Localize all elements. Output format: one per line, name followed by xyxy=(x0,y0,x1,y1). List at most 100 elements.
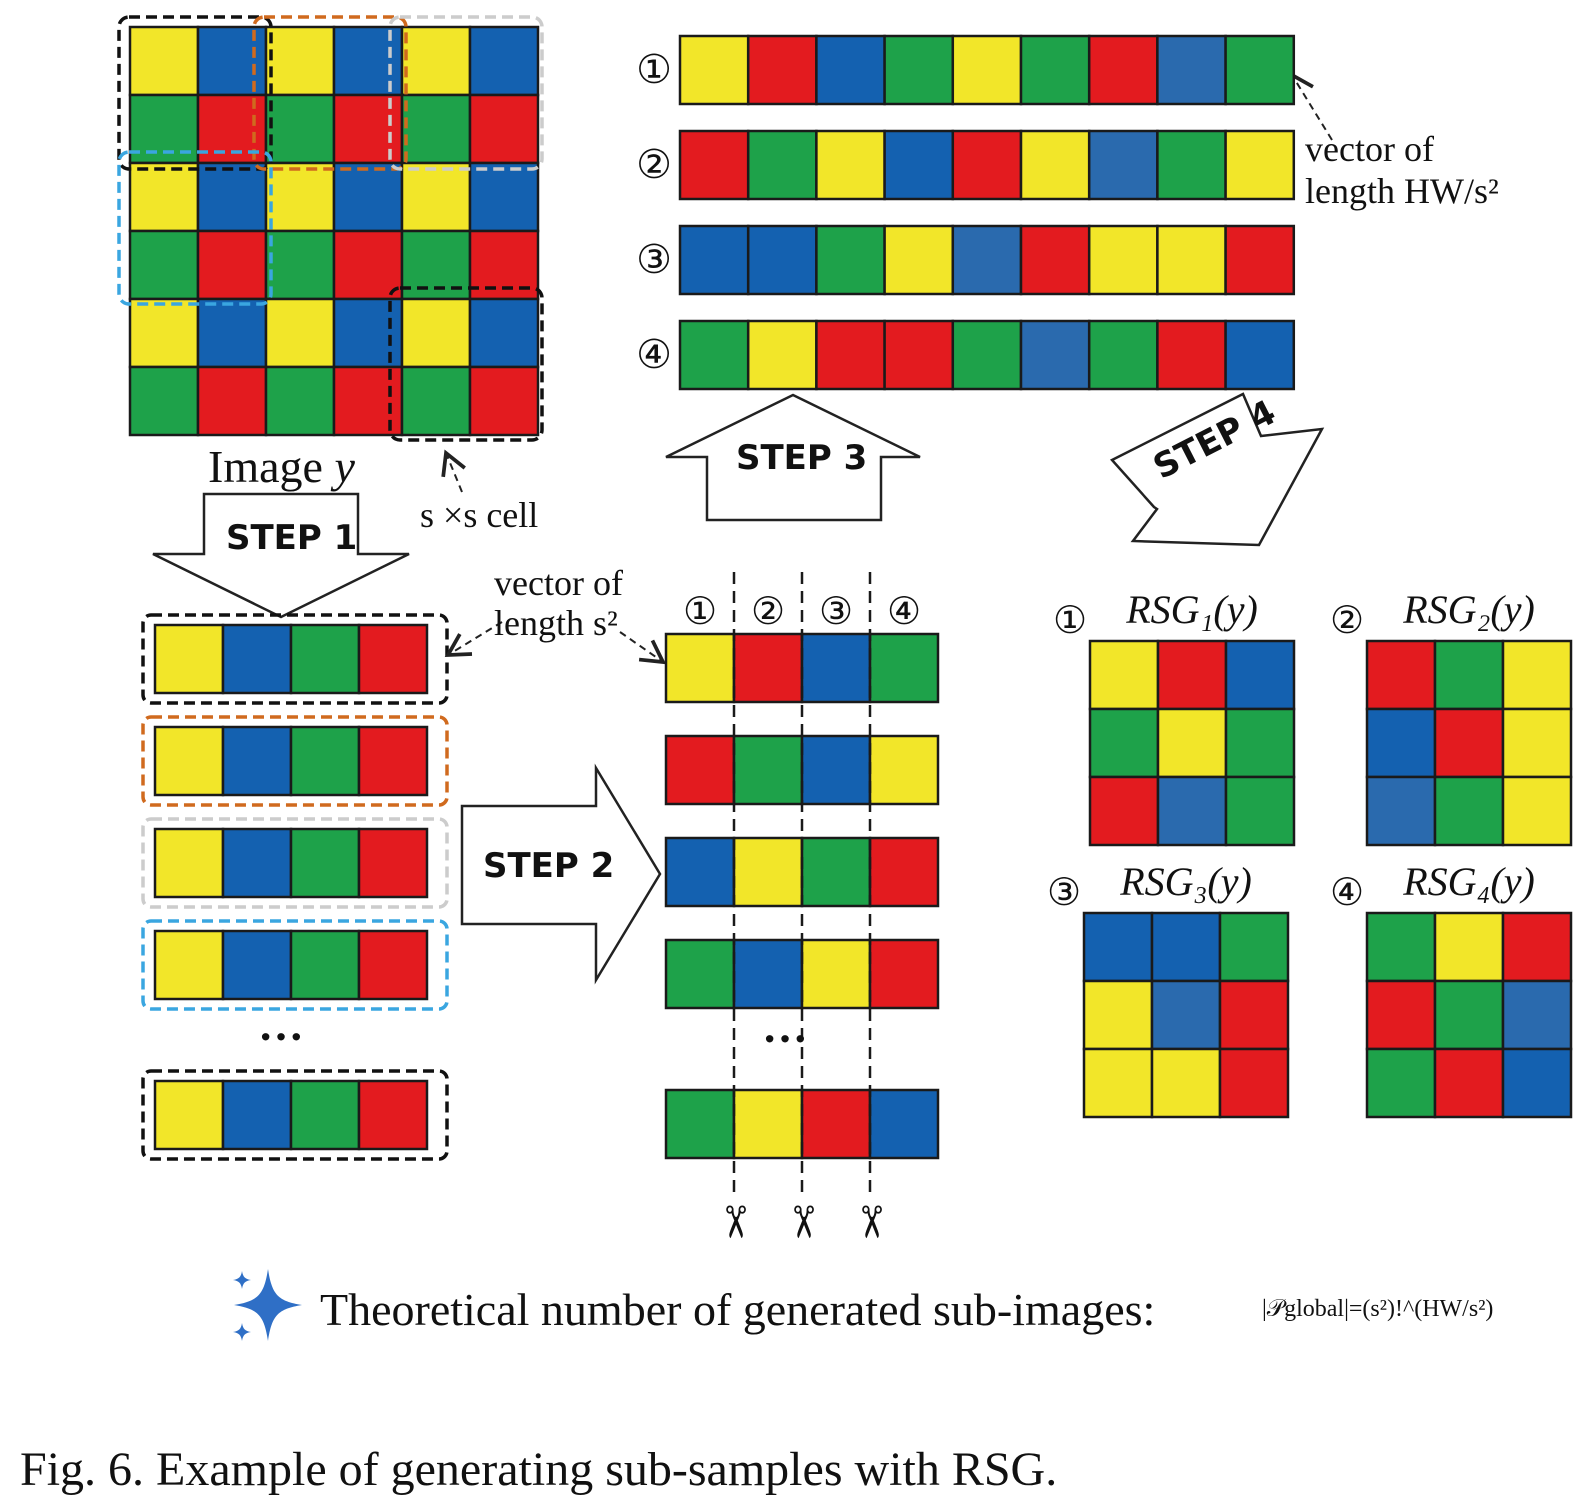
image-cell xyxy=(264,229,336,301)
step2-cell xyxy=(732,836,804,908)
rsg-cell xyxy=(1150,979,1222,1051)
rsg-cell xyxy=(1365,1047,1437,1119)
image-cell xyxy=(264,93,336,165)
rsg-cell xyxy=(1501,979,1573,1051)
step2-label: STEP 2 xyxy=(483,846,615,886)
rsg-cell xyxy=(1433,979,1505,1051)
step1-vector-cell xyxy=(289,929,361,1001)
image-cell xyxy=(332,25,404,97)
step2-cell xyxy=(868,836,940,908)
image-cell xyxy=(332,229,404,301)
step3-cell xyxy=(1087,129,1159,201)
rsg-cell xyxy=(1088,707,1160,779)
rsg-cell xyxy=(1156,639,1228,711)
highlight-cell-blue xyxy=(117,150,273,306)
image-cell xyxy=(332,297,404,369)
step3-row-label: ④ xyxy=(636,332,672,377)
image-cell xyxy=(196,25,268,97)
step2-cell xyxy=(732,1088,804,1160)
step2-cell xyxy=(664,836,736,908)
step3-cell xyxy=(883,34,955,106)
rsg-number-label: ① xyxy=(1053,600,1087,642)
image-cell xyxy=(264,365,336,437)
image-cell xyxy=(128,297,200,369)
step3-cell xyxy=(951,319,1023,391)
step1-vector-annotation-line1: vector of xyxy=(494,563,623,603)
step1-vector-cell xyxy=(221,929,293,1001)
step2-cell xyxy=(800,734,872,806)
step2-cell xyxy=(868,734,940,806)
image-label-var: y xyxy=(334,441,355,492)
scissors-icon: ✂ xyxy=(846,1204,895,1241)
step1-vectors xyxy=(141,613,449,1161)
cell-annotation: s ×s cell xyxy=(420,495,539,535)
rsg-cell xyxy=(1150,1047,1222,1119)
step3-cell xyxy=(1156,224,1227,296)
step2-cell xyxy=(664,1088,736,1160)
image-cell-highlights xyxy=(117,15,544,442)
image-label-prefix: Image xyxy=(208,441,323,492)
step2-column-label: ① xyxy=(683,591,717,633)
rsg-number-label: ④ xyxy=(1330,872,1364,914)
image-cell xyxy=(332,93,404,165)
step3-vector-annotation-line2: length HW/s² xyxy=(1305,171,1499,211)
step1-label: STEP 1 xyxy=(226,518,358,558)
step1-vector-cell xyxy=(357,929,429,1001)
sparkle-icon xyxy=(233,1269,302,1341)
image-cell xyxy=(468,161,540,233)
rsg-cell xyxy=(1501,1047,1573,1119)
step2-cell xyxy=(800,836,872,908)
step1-vector-cell xyxy=(289,623,361,695)
rsg-cell xyxy=(1501,775,1573,847)
image-cell xyxy=(468,365,540,437)
step3-cell xyxy=(883,319,955,391)
step3-cell xyxy=(883,129,955,201)
formula-math: |𝒫global|=(s²)!^(HW/s²) xyxy=(1262,1296,1494,1322)
step3-cell xyxy=(1224,224,1296,296)
step3-cell xyxy=(746,224,818,296)
rsg-number-label: ② xyxy=(1330,600,1364,642)
step1-vector-box xyxy=(141,817,449,909)
image-cell xyxy=(128,161,200,233)
rsg-cell xyxy=(1365,775,1437,847)
rsg-cell xyxy=(1433,1047,1505,1119)
step2-matrix: ① ② ③ ④ ✂ ✂ ✂ xyxy=(664,572,940,1241)
image-cell xyxy=(400,25,472,97)
step1-vector-cell xyxy=(153,725,225,797)
step1-vector-cell xyxy=(357,1079,429,1151)
step1-vector-cell xyxy=(289,725,361,797)
rsg-cell xyxy=(1365,979,1437,1051)
step3-cell xyxy=(951,34,1023,106)
image-cell xyxy=(332,365,404,437)
rsg-cell xyxy=(1082,1047,1154,1119)
step3-cell xyxy=(815,224,886,296)
step3-cell xyxy=(1019,224,1091,296)
image-cell xyxy=(128,25,200,97)
image-cell xyxy=(196,297,268,369)
highlight-cell-gray xyxy=(388,15,544,171)
rsg-cell xyxy=(1082,979,1154,1051)
step1-vector-cell xyxy=(221,1079,293,1151)
step3-cell xyxy=(746,34,818,106)
image-cell xyxy=(400,297,472,369)
step1-vector-cell xyxy=(289,1079,361,1151)
rsg-cell xyxy=(1365,707,1437,779)
step2-cell xyxy=(732,938,804,1010)
formula-text: Theoretical number of generated sub-imag… xyxy=(320,1284,1156,1335)
step2-ellipsis: ··· xyxy=(762,1013,809,1064)
step3-cell xyxy=(746,129,818,201)
rsg-cell xyxy=(1082,911,1154,983)
step2-cell xyxy=(732,632,804,704)
step2-cell xyxy=(664,632,736,704)
rsg-cell xyxy=(1218,979,1290,1051)
rsg-cell xyxy=(1088,775,1160,847)
image-cell xyxy=(332,161,404,233)
step2-cell xyxy=(868,632,940,704)
step3-cell xyxy=(1087,319,1159,391)
scissors-icon: ✂ xyxy=(778,1204,827,1241)
vector-length-arrow-right xyxy=(619,631,667,665)
rsg-title: RSG₁(y) xyxy=(1125,587,1258,632)
image-cell xyxy=(264,297,336,369)
rsg-cell xyxy=(1501,707,1573,779)
